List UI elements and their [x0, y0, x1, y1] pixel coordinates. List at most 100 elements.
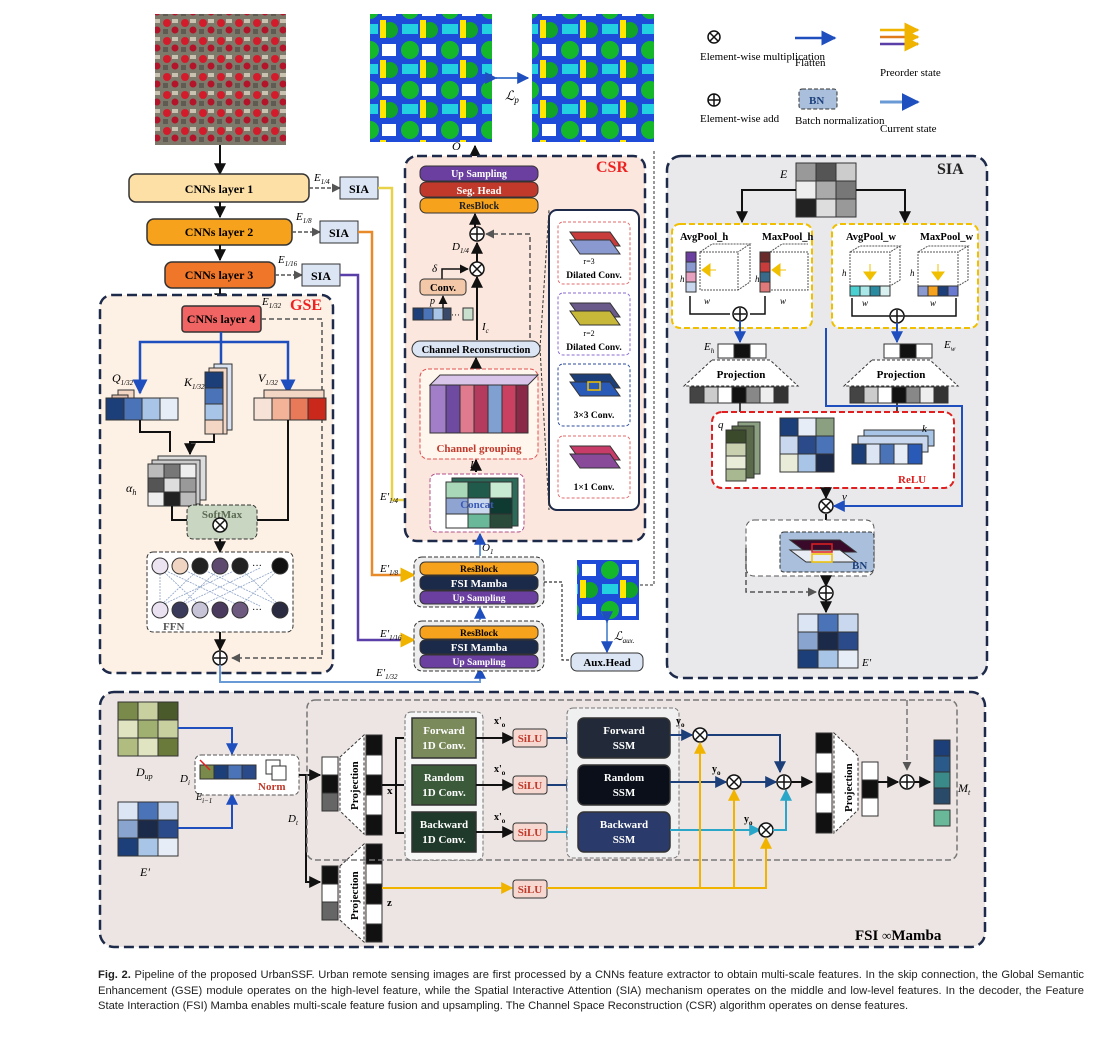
svg-text:···: ···	[252, 605, 262, 616]
q-sia-label: q	[718, 419, 724, 431]
e16-label: E1/16	[277, 254, 298, 268]
avgpool-h-strip	[685, 251, 697, 293]
cnn-layer-2-label: CNNs layer 2	[185, 225, 253, 239]
backward-conv	[411, 811, 477, 853]
seg-head	[419, 181, 539, 198]
conv-options-panel	[548, 209, 640, 511]
dt-vector-1	[321, 756, 339, 812]
relu-label: ReLU	[898, 474, 926, 486]
conv-1x1-label: 1×1 Conv.	[574, 483, 615, 493]
dec1-resblock-label: ResBlock	[460, 565, 499, 575]
silu-1-label: SiLU	[518, 733, 543, 745]
ffn-label: FFN	[163, 621, 184, 633]
svg-text:w: w	[704, 296, 710, 306]
e16-prime-label: E'1/16	[379, 628, 402, 642]
dec2-fsi-label: FSI Mamba	[451, 642, 508, 654]
silu-z-label: SiLU	[518, 884, 543, 896]
e8-label: E1/8	[295, 211, 312, 225]
sia-title: SIA	[937, 161, 964, 178]
concat-label: Concat	[460, 499, 494, 511]
projection-w	[842, 359, 960, 387]
forward-ssm-label: Forward SSM	[603, 725, 645, 752]
alpha-label: αh	[126, 481, 136, 497]
dec2-resblock-label: ResBlock	[460, 629, 499, 639]
projection-h	[682, 359, 800, 387]
e-prime-sia-label: E'	[861, 657, 872, 669]
fsi-projection-1	[339, 733, 365, 836]
backward-ssm-label: Backward SSM	[600, 819, 648, 846]
loss-aux-label: ℒaux.	[614, 629, 635, 645]
caption-text: Pipeline of the proposed UrbanSSF. Urban…	[98, 969, 1085, 1013]
forward-ssm	[577, 717, 671, 759]
ffn-nodes: ··· ···	[151, 557, 289, 619]
aux-head	[570, 652, 644, 672]
sia-box-3-label: SIA	[311, 269, 331, 283]
attention-grid-sia	[779, 417, 835, 473]
ew-vector	[883, 343, 933, 359]
delta-label: δ	[432, 263, 438, 275]
q-feature	[105, 389, 179, 421]
random-conv-label: Random 1D Conv.	[422, 772, 466, 799]
xo-label-3: x'o	[494, 812, 506, 825]
sia-output-grid	[797, 613, 859, 669]
projection-w-label: Projection	[877, 369, 926, 381]
k-feature	[204, 363, 233, 435]
legend-mult: Element-wise multiplication	[700, 51, 825, 63]
aux-head-label: Aux.Head	[583, 657, 630, 669]
gse-title: GSE	[290, 297, 322, 314]
maxpool-w-label: MaxPool_w	[920, 232, 973, 243]
random-conv	[411, 764, 477, 806]
e-prime-fsi-label: E'	[139, 865, 150, 879]
random-ssm-label: Random SSM	[604, 772, 644, 799]
sia-input-grid	[795, 162, 857, 218]
dilated-r2-label: Dilated Conv.	[566, 343, 621, 353]
e8-prime-label: E'1/8	[379, 563, 399, 577]
fsi-mamba-module	[98, 690, 987, 949]
svg-text:w: w	[780, 296, 786, 306]
dt-vector-2	[321, 865, 339, 921]
concat-grid	[445, 477, 519, 529]
mt-vector: ⋮	[933, 739, 951, 827]
svg-text:···: ···	[252, 561, 262, 572]
legend-bn: BN	[809, 95, 824, 107]
seg-head-label: Seg. Head	[457, 186, 502, 197]
yo-label-3: yo	[744, 814, 753, 827]
ground-truth-map	[532, 14, 654, 142]
avgpool-w-label: AvgPool_w	[846, 232, 896, 243]
e4-label: E1/4	[313, 172, 330, 186]
csr-resblock-label: ResBlock	[459, 201, 499, 212]
ic-label: Ic	[481, 321, 490, 335]
legend-current: Current state	[880, 123, 937, 135]
figure-caption: Fig. 2. Pipeline of the proposed UrbanSS…	[98, 968, 1084, 1015]
sia-box-1-label: SIA	[349, 182, 369, 196]
conv-block	[419, 278, 467, 296]
maxpool-h-strip	[759, 251, 771, 293]
yo-label-2: yo	[712, 764, 721, 777]
cnn-layer-3-label: CNNs layer 3	[185, 268, 253, 282]
p-label: p	[429, 296, 435, 307]
eh-vector	[717, 343, 767, 359]
sia-bn-label: BN	[852, 560, 867, 572]
pooled-vector: ···	[412, 307, 474, 321]
eh-label: Eh	[703, 341, 715, 355]
sia-box-2-label: SIA	[329, 226, 349, 240]
e-label-sia: E	[779, 167, 788, 181]
k-matrix-sia	[851, 429, 935, 465]
projection-h-label: Projection	[717, 369, 766, 381]
pool-h-panel	[671, 223, 813, 329]
channel-grouping-label: Channel grouping	[436, 443, 522, 455]
backward-conv-label: Backward 1D Conv.	[420, 819, 468, 846]
svg-text:w: w	[862, 298, 868, 308]
conv-3x3-label: 3×3 Conv.	[574, 411, 615, 421]
svg-text:h: h	[842, 268, 847, 278]
x-vector	[365, 734, 383, 836]
dec1-upsampling-label: Up Sampling	[452, 594, 505, 604]
csr-upsampling-label: Up Sampling	[451, 169, 507, 180]
k-vector-sia	[849, 386, 949, 404]
fsi-projection-out	[833, 731, 859, 835]
channel-grouping-cubes	[428, 374, 540, 434]
svg-text:···: ···	[451, 310, 460, 320]
legend-bn-label: Batch normalization	[795, 115, 885, 127]
legend-add: Element-wise add	[700, 113, 780, 125]
legend: Element-wise multiplication Element-wise…	[700, 22, 941, 135]
